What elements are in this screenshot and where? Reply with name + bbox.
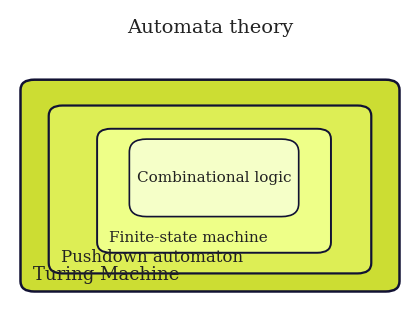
FancyBboxPatch shape [21,80,399,291]
Text: Turing Machine: Turing Machine [33,266,179,284]
FancyBboxPatch shape [49,106,371,273]
Text: Automata theory: Automata theory [127,19,293,37]
FancyBboxPatch shape [97,129,331,253]
Text: Combinational logic: Combinational logic [137,171,291,185]
Text: Finite-state machine: Finite-state machine [109,231,268,245]
Text: Pushdown automaton: Pushdown automaton [61,249,243,266]
FancyBboxPatch shape [129,139,299,217]
